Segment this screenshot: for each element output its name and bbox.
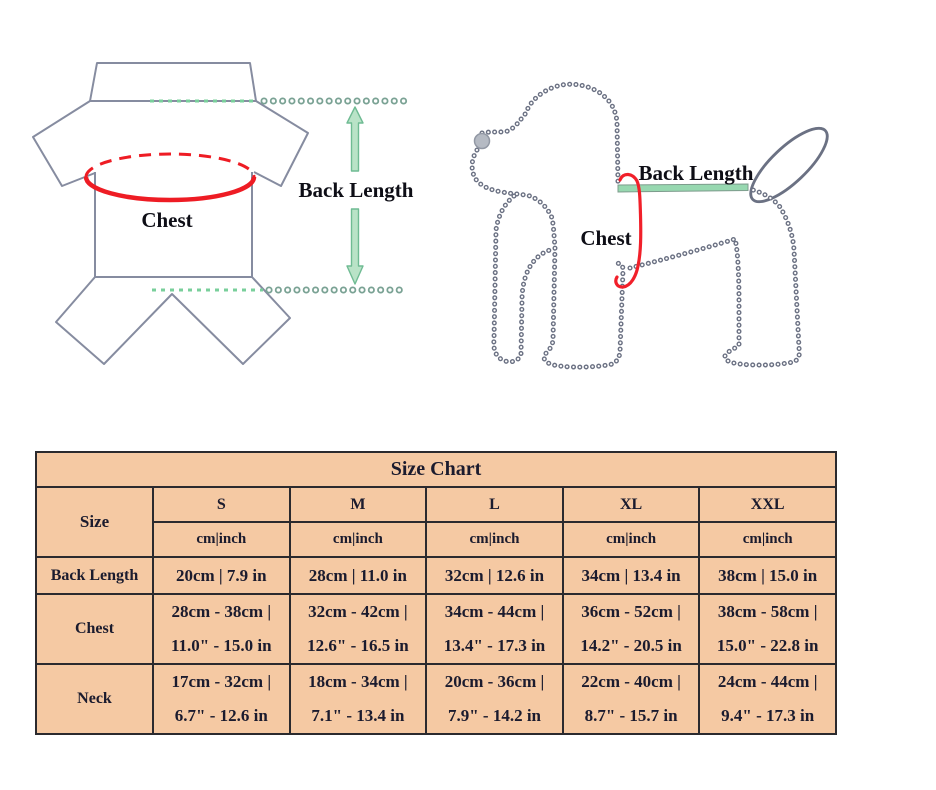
dog-tail <box>749 126 829 204</box>
back-length-xl: 34cm | 13.4 in <box>561 556 701 595</box>
garment-chest-ellipse <box>83 152 257 203</box>
unit-cell: cm|inch <box>561 521 701 558</box>
neck-l-inch: 7.9" - 14.2 in <box>447 706 541 725</box>
column-header-xxl: XXL <box>698 486 837 523</box>
table-title-row: Size Chart <box>35 451 837 488</box>
chest-ellipse-dashed-arc <box>84 152 256 178</box>
garment-right-sleeve <box>253 100 309 187</box>
neck-m-inch: 7.1" - 13.4 in <box>311 706 405 725</box>
size-corner-label: Size <box>35 486 154 558</box>
chest-l-inch: 13.4" - 17.3 in <box>443 636 546 655</box>
garment-collar <box>89 62 257 102</box>
column-header-m: M <box>288 486 428 523</box>
row-label-back-length: Back Length <box>35 556 154 595</box>
dog-belly-rear-leg <box>627 187 802 368</box>
column-header-xl: XL <box>561 486 701 523</box>
neck-xxl-cm: 24cm - 44cm | <box>717 672 818 691</box>
dog-diagram: Back Length Chest <box>469 81 829 370</box>
unit-cell: cm|inch <box>152 521 291 558</box>
neck-l-cm: 20cm - 36cm | <box>444 672 545 691</box>
chest-s-cm: 28cm - 38cm | <box>171 602 272 621</box>
chest-xxl-cm: 38cm - 58cm | <box>717 602 818 621</box>
size-chart-table: Size Chart Size S M L XL XXL cm|inch cm|… <box>35 451 837 735</box>
chest-xxl-inch: 15.0" - 22.8 in <box>716 636 819 655</box>
row-label-chest: Chest <box>35 593 154 665</box>
neck-xxl-inch: 9.4" - 17.3 in <box>721 706 815 725</box>
column-header-s: S <box>152 486 291 523</box>
unit-cell: cm|inch <box>288 521 428 558</box>
neck-xl-inch: 8.7" - 15.7 in <box>584 706 678 725</box>
neck-s-inch: 6.7" - 12.6 in <box>174 706 268 725</box>
chest-s-inch: 11.0" - 15.0 in <box>171 636 272 655</box>
column-header-l: L <box>425 486 564 523</box>
dog-nose <box>473 132 491 150</box>
chest-row: Chest 28cm - 38cm | 11.0" - 15.0 in 32cm… <box>35 593 837 665</box>
left-chest-label: Chest <box>141 208 192 232</box>
chest-s: 28cm - 38cm | 11.0" - 15.0 in <box>152 593 291 665</box>
chest-ellipse-solid-arc <box>83 176 257 203</box>
dog-jaw-front-leg <box>469 147 626 370</box>
right-chest-label: Chest <box>580 226 631 250</box>
neck-xl: 22cm - 40cm | 8.7" - 15.7 in <box>561 663 701 735</box>
table-unit-row: cm|inch cm|inch cm|inch cm|inch cm|inch <box>36 521 837 558</box>
garment-flat-diagram <box>32 62 309 365</box>
dog-beaded-outline <box>469 81 802 370</box>
neck-xxl: 24cm - 44cm | 9.4" - 17.3 in <box>698 663 837 735</box>
back-length-arrow <box>346 106 364 285</box>
right-back-length-label: Back Length <box>639 161 754 185</box>
row-label-neck: Neck <box>35 663 154 735</box>
measurement-diagrams: Back Length Chest <box>32 62 829 370</box>
chest-xl: 36cm - 52cm | 14.2" - 20.5 in <box>561 593 701 665</box>
arrow-down-segment <box>346 208 364 285</box>
back-length-l: 32cm | 12.6 in <box>425 556 564 595</box>
size-chart-title: Size Chart <box>35 451 837 488</box>
neck-m-cm: 18cm - 34cm | <box>308 672 408 691</box>
garment-left-sleeve <box>32 100 96 187</box>
back-length-xxl: 38cm | 15.0 in <box>698 556 837 595</box>
unit-cell: cm|inch <box>698 521 837 558</box>
neck-s: 17cm - 32cm | 6.7" - 12.6 in <box>152 663 291 735</box>
back-length-row: Back Length 20cm | 7.9 in 28cm | 11.0 in… <box>35 556 837 595</box>
chest-m-inch: 12.6" - 16.5 in <box>307 636 409 655</box>
back-length-s: 20cm | 7.9 in <box>152 556 291 595</box>
neck-row: Neck 17cm - 32cm | 6.7" - 12.6 in 18cm -… <box>35 663 837 735</box>
dog-far-front-leg <box>491 193 553 365</box>
dog-back-length-line <box>617 183 749 193</box>
chest-xl-cm: 36cm - 52cm | <box>581 602 681 621</box>
chest-xl-inch: 14.2" - 20.5 in <box>580 636 682 655</box>
dog-head-top <box>479 81 621 186</box>
chest-l-cm: 34cm - 44cm | <box>444 602 545 621</box>
chest-m: 32cm - 42cm | 12.6" - 16.5 in <box>288 593 428 665</box>
neck-l: 20cm - 36cm | 7.9" - 14.2 in <box>425 663 564 735</box>
neck-xl-cm: 22cm - 40cm | <box>581 672 681 691</box>
chest-l: 34cm - 44cm | 13.4" - 17.3 in <box>425 593 564 665</box>
neck-m: 18cm - 34cm | 7.1" - 13.4 in <box>288 663 428 735</box>
table-size-header-row: Size S M L XL XXL <box>35 486 837 558</box>
back-length-m: 28cm | 11.0 in <box>288 556 428 595</box>
unit-cell: cm|inch <box>425 521 564 558</box>
dog-chest-curve <box>614 172 643 289</box>
garment-body <box>94 172 253 278</box>
chest-m-cm: 32cm - 42cm | <box>308 602 408 621</box>
left-back-length-label: Back Length <box>299 178 414 202</box>
garment-legs <box>55 276 291 365</box>
arrow-up-segment <box>346 106 364 172</box>
neck-s-cm: 17cm - 32cm | <box>171 672 272 691</box>
chest-xxl: 38cm - 58cm | 15.0" - 22.8 in <box>698 593 837 665</box>
